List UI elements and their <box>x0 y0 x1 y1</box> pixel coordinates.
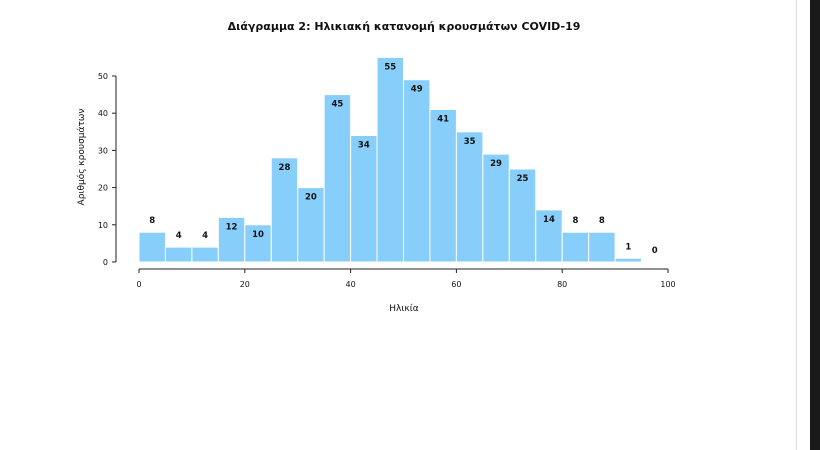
bar-value-label: 14 <box>543 215 555 225</box>
histogram-bar <box>164 246 193 263</box>
y-tick-label: 30 <box>98 146 108 155</box>
y-tick-label: 40 <box>98 109 108 118</box>
x-tick-label: 60 <box>451 280 461 289</box>
bar-value-label: 55 <box>384 62 396 72</box>
histogram-bar <box>323 94 352 263</box>
bar-value-label: 41 <box>437 114 449 124</box>
bar-value-label: 8 <box>572 216 578 226</box>
x-tick-label: 80 <box>557 280 567 289</box>
histogram-bar <box>270 157 299 263</box>
bar-value-label: 4 <box>176 231 182 241</box>
y-tick-label: 50 <box>98 72 108 81</box>
x-axis-label: Ηλικία <box>389 304 418 314</box>
y-tick-label: 0 <box>103 258 108 267</box>
bar-value-label: 1 <box>625 242 631 252</box>
histogram-bar <box>297 187 325 263</box>
x-axis: 0 20 40 60 80 100 <box>136 268 676 289</box>
bars-group <box>138 56 643 263</box>
x-tick-label: 20 <box>240 280 250 289</box>
bar-value-label: 8 <box>599 216 605 226</box>
x-tick-label: 100 <box>660 280 675 289</box>
y-axis-label: Αριθμός κρουσμάτων <box>76 109 87 206</box>
window-edge <box>810 0 820 450</box>
bar-value-label: 20 <box>305 193 317 203</box>
histogram-bar <box>376 56 404 263</box>
bar-value-label: 29 <box>490 159 502 169</box>
page-edge-line <box>796 0 797 450</box>
y-axis: 0 10 20 30 40 50 <box>98 72 117 267</box>
x-tick-label: 40 <box>346 280 356 289</box>
bar-value-label: 49 <box>411 85 423 95</box>
histogram-bar <box>561 231 590 263</box>
y-tick-label: 20 <box>98 184 108 193</box>
histogram-bar <box>350 135 378 263</box>
y-tick-label: 10 <box>98 221 108 230</box>
histogram-bar <box>588 231 616 263</box>
histogram-bar <box>455 131 484 263</box>
histogram-bar <box>429 108 457 263</box>
bar-value-label: 28 <box>279 163 291 173</box>
bar-value-label: 45 <box>331 100 343 110</box>
bar-value-label: 0 <box>652 246 658 256</box>
bar-value-label: 8 <box>149 216 155 226</box>
bar-value-label: 25 <box>517 174 529 184</box>
bar-value-label: 12 <box>226 222 238 232</box>
chart-title: Διάγραμμα 2: Ηλικιακή κατανομή κρουσμάτω… <box>228 20 581 33</box>
histogram-bar <box>403 79 431 263</box>
histogram-bar <box>482 153 510 263</box>
x-tick-label: 0 <box>136 280 141 289</box>
histogram-bar <box>138 231 166 263</box>
histogram-bar <box>217 216 246 263</box>
bar-value-label: 10 <box>252 230 264 240</box>
bar-value-label: 4 <box>202 231 208 241</box>
bar-value-label: 34 <box>358 141 370 151</box>
histogram-bar <box>191 246 219 263</box>
histogram-bar <box>614 257 643 263</box>
histogram-bar <box>508 168 537 263</box>
bar-value-label: 35 <box>464 137 476 147</box>
